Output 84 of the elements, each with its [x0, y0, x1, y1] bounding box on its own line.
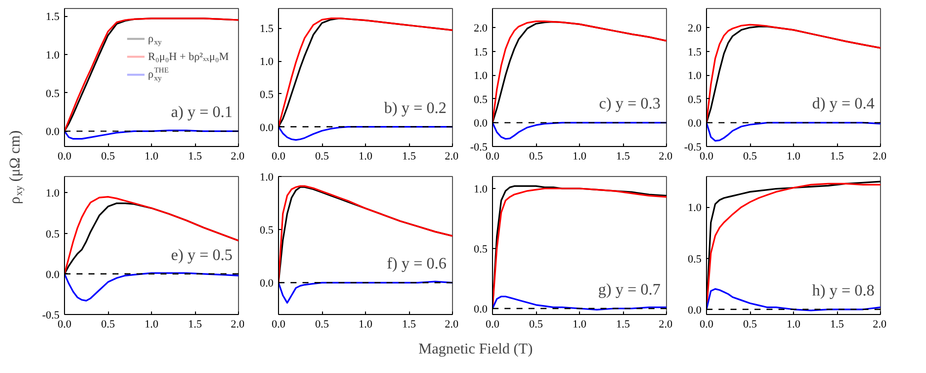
x-tick-label: 2.0	[872, 150, 887, 162]
x-tick-label: 0.5	[743, 150, 758, 162]
x-tick-label: 1.5	[188, 318, 202, 330]
x-tick-label: 1.5	[188, 150, 202, 162]
y-tick-label: 1.0	[260, 172, 274, 184]
x-tick-label: 1.0	[144, 318, 159, 330]
y-tick-label: -0.5	[684, 142, 702, 154]
x-tick-label: 0.0	[272, 318, 286, 330]
x-tick-label: 0.5	[529, 150, 544, 162]
y-tick-label: 0.0	[260, 278, 274, 290]
x-tick-label: 1.0	[358, 318, 373, 330]
y-tick-label: 0.5	[688, 94, 702, 106]
x-tick-label: 1.5	[402, 150, 416, 162]
x-tick-label: 2.0	[230, 318, 245, 330]
x-tick-label: 1.5	[830, 150, 844, 162]
legend-label: R₀μ₀H + bρ²ₓₓμ₀M	[148, 50, 229, 63]
x-tick-label: 0.0	[58, 150, 72, 162]
x-tick-label: 0.0	[700, 318, 714, 330]
y-tick-label: -0.5	[470, 142, 488, 154]
x-tick-label: 0.5	[101, 318, 116, 330]
y-tick-label: 2.0	[474, 22, 488, 35]
x-tick-label: 0.0	[700, 150, 714, 162]
x-tick-label: 0.5	[743, 318, 758, 330]
y-tick-label: 0.5	[474, 244, 488, 256]
y-tick-label: 1.5	[474, 46, 488, 58]
x-tick-label: 0.5	[101, 150, 116, 162]
y-tick-label: 0.0	[474, 304, 488, 316]
x-tick-label: 1.5	[616, 318, 630, 330]
y-tick-label: 0.0	[46, 268, 60, 281]
x-tick-label: 2.0	[230, 150, 245, 162]
y-tick-label: 0.5	[260, 88, 274, 101]
y-tick-label: 0.5	[260, 224, 274, 237]
y-tick-label: 1.0	[46, 50, 60, 62]
x-tick-label: 1.0	[786, 150, 801, 162]
annotation: f) y = 0.6	[386, 256, 447, 273]
y-tick-label: 1.0	[474, 184, 488, 196]
y-tick-label: 1.0	[260, 56, 274, 68]
x-tick-label: 0.5	[315, 318, 330, 330]
annotation: a) y = 0.1	[171, 104, 232, 122]
annotation: c) y = 0.3	[599, 96, 660, 113]
x-tick-label: 1.0	[786, 318, 801, 330]
x-tick-label: 2.0	[444, 318, 459, 330]
y-tick-label: -0.5	[42, 310, 60, 322]
x-tick-label: 1.0	[144, 150, 159, 162]
y-tick-label: 0.5	[46, 88, 60, 100]
x-tick-label: 0.0	[272, 150, 286, 162]
y-tick-label: 2.0	[688, 22, 702, 35]
x-tick-label: 0.0	[58, 318, 72, 330]
x-tick-label: 0.0	[486, 150, 500, 162]
y-tick-label: 1.5	[46, 11, 60, 24]
y-tick-label: 0.0	[688, 304, 702, 316]
x-tick-label: 2.0	[658, 150, 673, 162]
y-tick-label: 1.5	[260, 23, 274, 36]
x-tick-label: 2.0	[444, 150, 459, 162]
y-axis-title: ρxy (μΩ cm)	[8, 130, 26, 204]
y-tick-label: 0.5	[474, 94, 488, 106]
y-tick-label: 1.0	[474, 70, 488, 82]
y-tick-label: 1.0	[688, 202, 702, 214]
x-tick-label: 2.0	[658, 318, 673, 330]
x-tick-label: 0.5	[315, 150, 330, 162]
x-tick-label: 0.0	[486, 318, 500, 330]
annotation: h) y = 0.8	[812, 282, 875, 300]
x-axis-title: Magnetic Field (T)	[418, 342, 533, 358]
x-tick-label: 1.5	[616, 150, 630, 162]
x-tick-label: 1.0	[572, 318, 587, 330]
y-tick-label: 0.5	[688, 253, 702, 266]
x-tick-label: 1.0	[572, 150, 587, 162]
y-tick-label: 0.0	[46, 126, 60, 138]
annotation: d) y = 0.4	[812, 96, 875, 113]
x-tick-label: 1.5	[402, 318, 416, 330]
annotation: g) y = 0.7	[598, 282, 661, 298]
annotation: e) y = 0.5	[171, 246, 232, 264]
y-tick-label: 1.5	[688, 46, 702, 58]
y-tick-label: 1.0	[688, 70, 702, 82]
y-tick-label: 0.0	[260, 122, 274, 134]
x-tick-label: 1.5	[830, 318, 844, 330]
y-tick-label: 1.0	[46, 188, 60, 200]
x-tick-label: 1.0	[358, 150, 373, 162]
y-tick-label: 0.0	[474, 118, 488, 130]
annotation: b) y = 0.2	[384, 100, 447, 117]
y-tick-label: 0.0	[688, 118, 702, 130]
y-tick-label: 0.5	[46, 228, 60, 240]
x-tick-label: 2.0	[872, 318, 887, 330]
x-tick-label: 0.5	[529, 318, 544, 330]
